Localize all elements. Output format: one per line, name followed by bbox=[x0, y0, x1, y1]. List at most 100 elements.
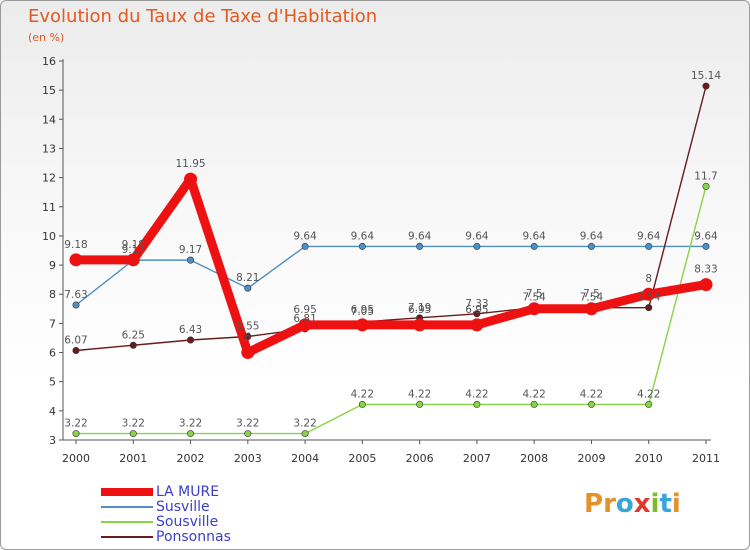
legend-label: Ponsonnas bbox=[156, 529, 231, 545]
data-point bbox=[473, 310, 481, 318]
data-label: 6 bbox=[244, 332, 251, 344]
data-point bbox=[72, 301, 80, 309]
data-point bbox=[355, 318, 369, 332]
x-tick-label: 2007 bbox=[463, 452, 491, 465]
data-label: 7.19 bbox=[408, 302, 431, 314]
data-label: 6.95 bbox=[408, 304, 431, 316]
data-label: 8.33 bbox=[694, 264, 717, 276]
data-point bbox=[413, 318, 427, 332]
data-point bbox=[241, 346, 255, 360]
data-label: 7.5 bbox=[583, 288, 600, 300]
x-tick-label: 2002 bbox=[177, 452, 205, 465]
data-labels: 7.63 9.17 9.17 8.21 9.64 9.64 9.64 9.64 9.64 9.64… bbox=[64, 70, 721, 430]
legend-swatch bbox=[101, 488, 153, 496]
data-point bbox=[184, 172, 198, 186]
data-point bbox=[301, 430, 309, 438]
data-point bbox=[72, 430, 80, 438]
series-line-susville bbox=[75, 245, 707, 306]
data-point bbox=[527, 302, 541, 316]
data-label: 6.07 bbox=[64, 334, 87, 346]
y-tick-label: 16 bbox=[42, 55, 56, 68]
data-label: 9.64 bbox=[580, 230, 604, 242]
data-label: 3.22 bbox=[179, 418, 202, 430]
data-point bbox=[301, 242, 309, 250]
y-tick-label: 3 bbox=[49, 434, 56, 447]
data-label: 9.64 bbox=[694, 230, 718, 242]
x-tick-label: 2003 bbox=[234, 452, 262, 465]
logo-letter: x bbox=[633, 489, 651, 519]
x-tick-label: 2008 bbox=[520, 452, 548, 465]
data-label: 3.22 bbox=[236, 418, 259, 430]
series-line-ponsonnas bbox=[75, 85, 707, 352]
data-label: 7.54 bbox=[522, 292, 546, 304]
y-tick-label: 12 bbox=[42, 172, 56, 185]
data-point bbox=[244, 333, 252, 341]
data-point bbox=[244, 284, 252, 292]
data-point bbox=[473, 242, 481, 250]
data-point bbox=[244, 430, 252, 438]
x-tick-label: 2001 bbox=[119, 452, 147, 465]
y-tick-label: 4 bbox=[49, 405, 56, 418]
data-label: 11.95 bbox=[176, 158, 206, 170]
y-tick-label: 14 bbox=[42, 113, 56, 126]
data-label: 8 bbox=[645, 273, 652, 285]
legend-swatch bbox=[101, 506, 153, 508]
data-point bbox=[587, 242, 595, 250]
data-label: 6.95 bbox=[351, 304, 374, 316]
series-line-sousville bbox=[75, 185, 707, 435]
legend-swatch bbox=[101, 536, 153, 538]
y-tick-label: 8 bbox=[49, 288, 56, 301]
x-tick-label: 2000 bbox=[62, 452, 90, 465]
data-point bbox=[358, 400, 366, 408]
data-label: 4.22 bbox=[465, 388, 488, 400]
data-label: 8.21 bbox=[236, 272, 259, 284]
x-tick-label: 2004 bbox=[291, 452, 319, 465]
data-point bbox=[129, 341, 137, 349]
y-tick-label: 10 bbox=[42, 230, 56, 243]
data-label: 4.22 bbox=[522, 388, 545, 400]
data-label: 6.25 bbox=[122, 329, 145, 341]
data-label: 9.64 bbox=[637, 230, 661, 242]
logo-letter: o bbox=[615, 489, 634, 519]
proxiti-logo: Proxiti bbox=[584, 489, 681, 519]
data-point bbox=[645, 304, 653, 312]
legend-label: Susville bbox=[156, 499, 210, 515]
chart-subtitle: (en %) bbox=[28, 31, 65, 44]
data-label: 9.64 bbox=[351, 230, 375, 242]
logo-letter: P bbox=[584, 489, 604, 519]
series-points bbox=[69, 82, 713, 438]
data-label: 9.18 bbox=[64, 239, 87, 251]
y-tick-label: 6 bbox=[49, 347, 56, 360]
y-tick-label: 7 bbox=[49, 317, 56, 330]
data-label: 11.7 bbox=[694, 170, 717, 182]
x-tick-label: 2010 bbox=[635, 452, 663, 465]
data-label: 3.22 bbox=[122, 418, 145, 430]
legend-label: LA MURE bbox=[156, 484, 220, 500]
data-label: 7.54 bbox=[580, 292, 604, 304]
data-label: 4.22 bbox=[637, 388, 660, 400]
data-label: 6.55 bbox=[236, 321, 259, 333]
y-tick-label: 5 bbox=[49, 376, 56, 389]
x-tick-label: 2005 bbox=[348, 452, 376, 465]
data-point bbox=[129, 430, 137, 438]
logo-letter: i bbox=[650, 489, 660, 519]
data-label: 9.64 bbox=[293, 230, 317, 242]
data-point bbox=[530, 242, 538, 250]
x-tick-label: 2011 bbox=[692, 452, 720, 465]
data-point bbox=[645, 400, 653, 408]
tick-labels: 3 4 5 6 7 8 9 10 11 12 13 14 15 16 2000 2001 2002 2003 200… bbox=[42, 55, 720, 465]
data-point bbox=[699, 278, 713, 292]
y-tick-label: 15 bbox=[42, 84, 56, 97]
data-label: 6.81 bbox=[293, 313, 316, 325]
x-tick-label: 2009 bbox=[577, 452, 605, 465]
logo-letter: i bbox=[671, 489, 681, 519]
data-point bbox=[416, 400, 424, 408]
data-point bbox=[645, 242, 653, 250]
data-label: 7.54 bbox=[637, 292, 661, 304]
data-point bbox=[587, 400, 595, 408]
data-point bbox=[470, 318, 484, 332]
logo-letter: r bbox=[603, 489, 616, 519]
data-point bbox=[584, 302, 598, 316]
series-lines bbox=[71, 85, 711, 435]
data-point bbox=[187, 256, 195, 264]
